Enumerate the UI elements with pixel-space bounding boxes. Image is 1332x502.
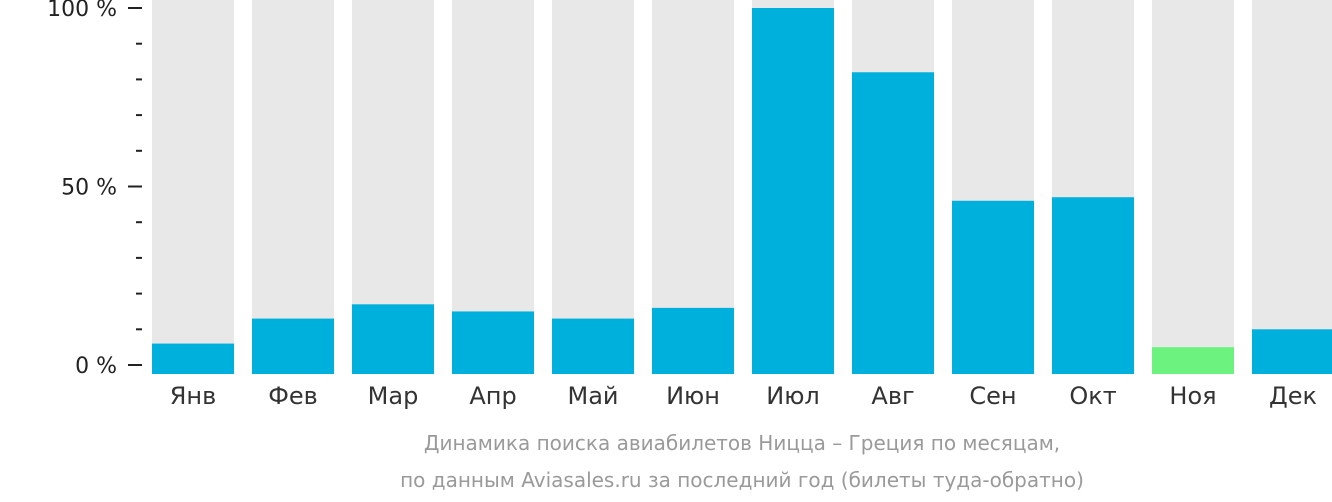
y-tick-label-0: 0 % bbox=[75, 354, 117, 379]
background-bars bbox=[152, 0, 1332, 374]
x-tick-label-6: Июл bbox=[766, 382, 820, 410]
bar-11 bbox=[1252, 329, 1332, 374]
x-tick-label-2: Мар bbox=[368, 382, 419, 410]
bar-2 bbox=[352, 304, 434, 374]
background-bar-11 bbox=[1252, 0, 1332, 374]
x-tick-label-4: Май bbox=[567, 382, 618, 410]
data-bars bbox=[152, 8, 1332, 374]
x-tick-label-8: Сен bbox=[969, 382, 1016, 410]
bar-3 bbox=[452, 311, 534, 374]
bar-9 bbox=[1052, 197, 1134, 374]
bar-10 bbox=[1152, 347, 1234, 374]
bar-8 bbox=[952, 200, 1034, 374]
x-tick-label-1: Фев bbox=[268, 382, 318, 410]
caption-line-2: по данным Aviasales.ru за последний год … bbox=[400, 468, 1084, 492]
background-bar-0 bbox=[152, 0, 234, 374]
y-axis: 0 % 50 % 100 % bbox=[47, 0, 142, 379]
x-tick-label-10: Ноя bbox=[1169, 382, 1216, 410]
caption-line-1: Динамика поиска авиабилетов Ницца – Грец… bbox=[424, 431, 1060, 455]
bar-1 bbox=[252, 318, 334, 374]
background-bar-4 bbox=[552, 0, 634, 374]
bar-6 bbox=[752, 8, 834, 374]
bar-4 bbox=[552, 318, 634, 374]
x-tick-label-0: Янв bbox=[170, 382, 217, 410]
x-tick-label-7: Авг bbox=[871, 382, 914, 410]
bar-7 bbox=[852, 72, 934, 374]
bar-0 bbox=[152, 343, 234, 374]
y-tick-label-2: 100 % bbox=[47, 0, 117, 22]
x-tick-label-3: Апр bbox=[469, 382, 516, 410]
background-bar-10 bbox=[1152, 0, 1234, 374]
y-tick-label-1: 50 % bbox=[61, 176, 117, 201]
x-axis-labels: Янв Фев Мар Апр Май Июн Июл Авг Сен Окт Ноя Дек bbox=[170, 382, 1317, 410]
x-tick-label-9: Окт bbox=[1069, 382, 1116, 410]
x-tick-label-11: Дек bbox=[1269, 382, 1317, 410]
x-tick-label-5: Июн bbox=[666, 382, 720, 410]
bar-5 bbox=[652, 307, 734, 374]
background-bar-1 bbox=[252, 0, 334, 374]
